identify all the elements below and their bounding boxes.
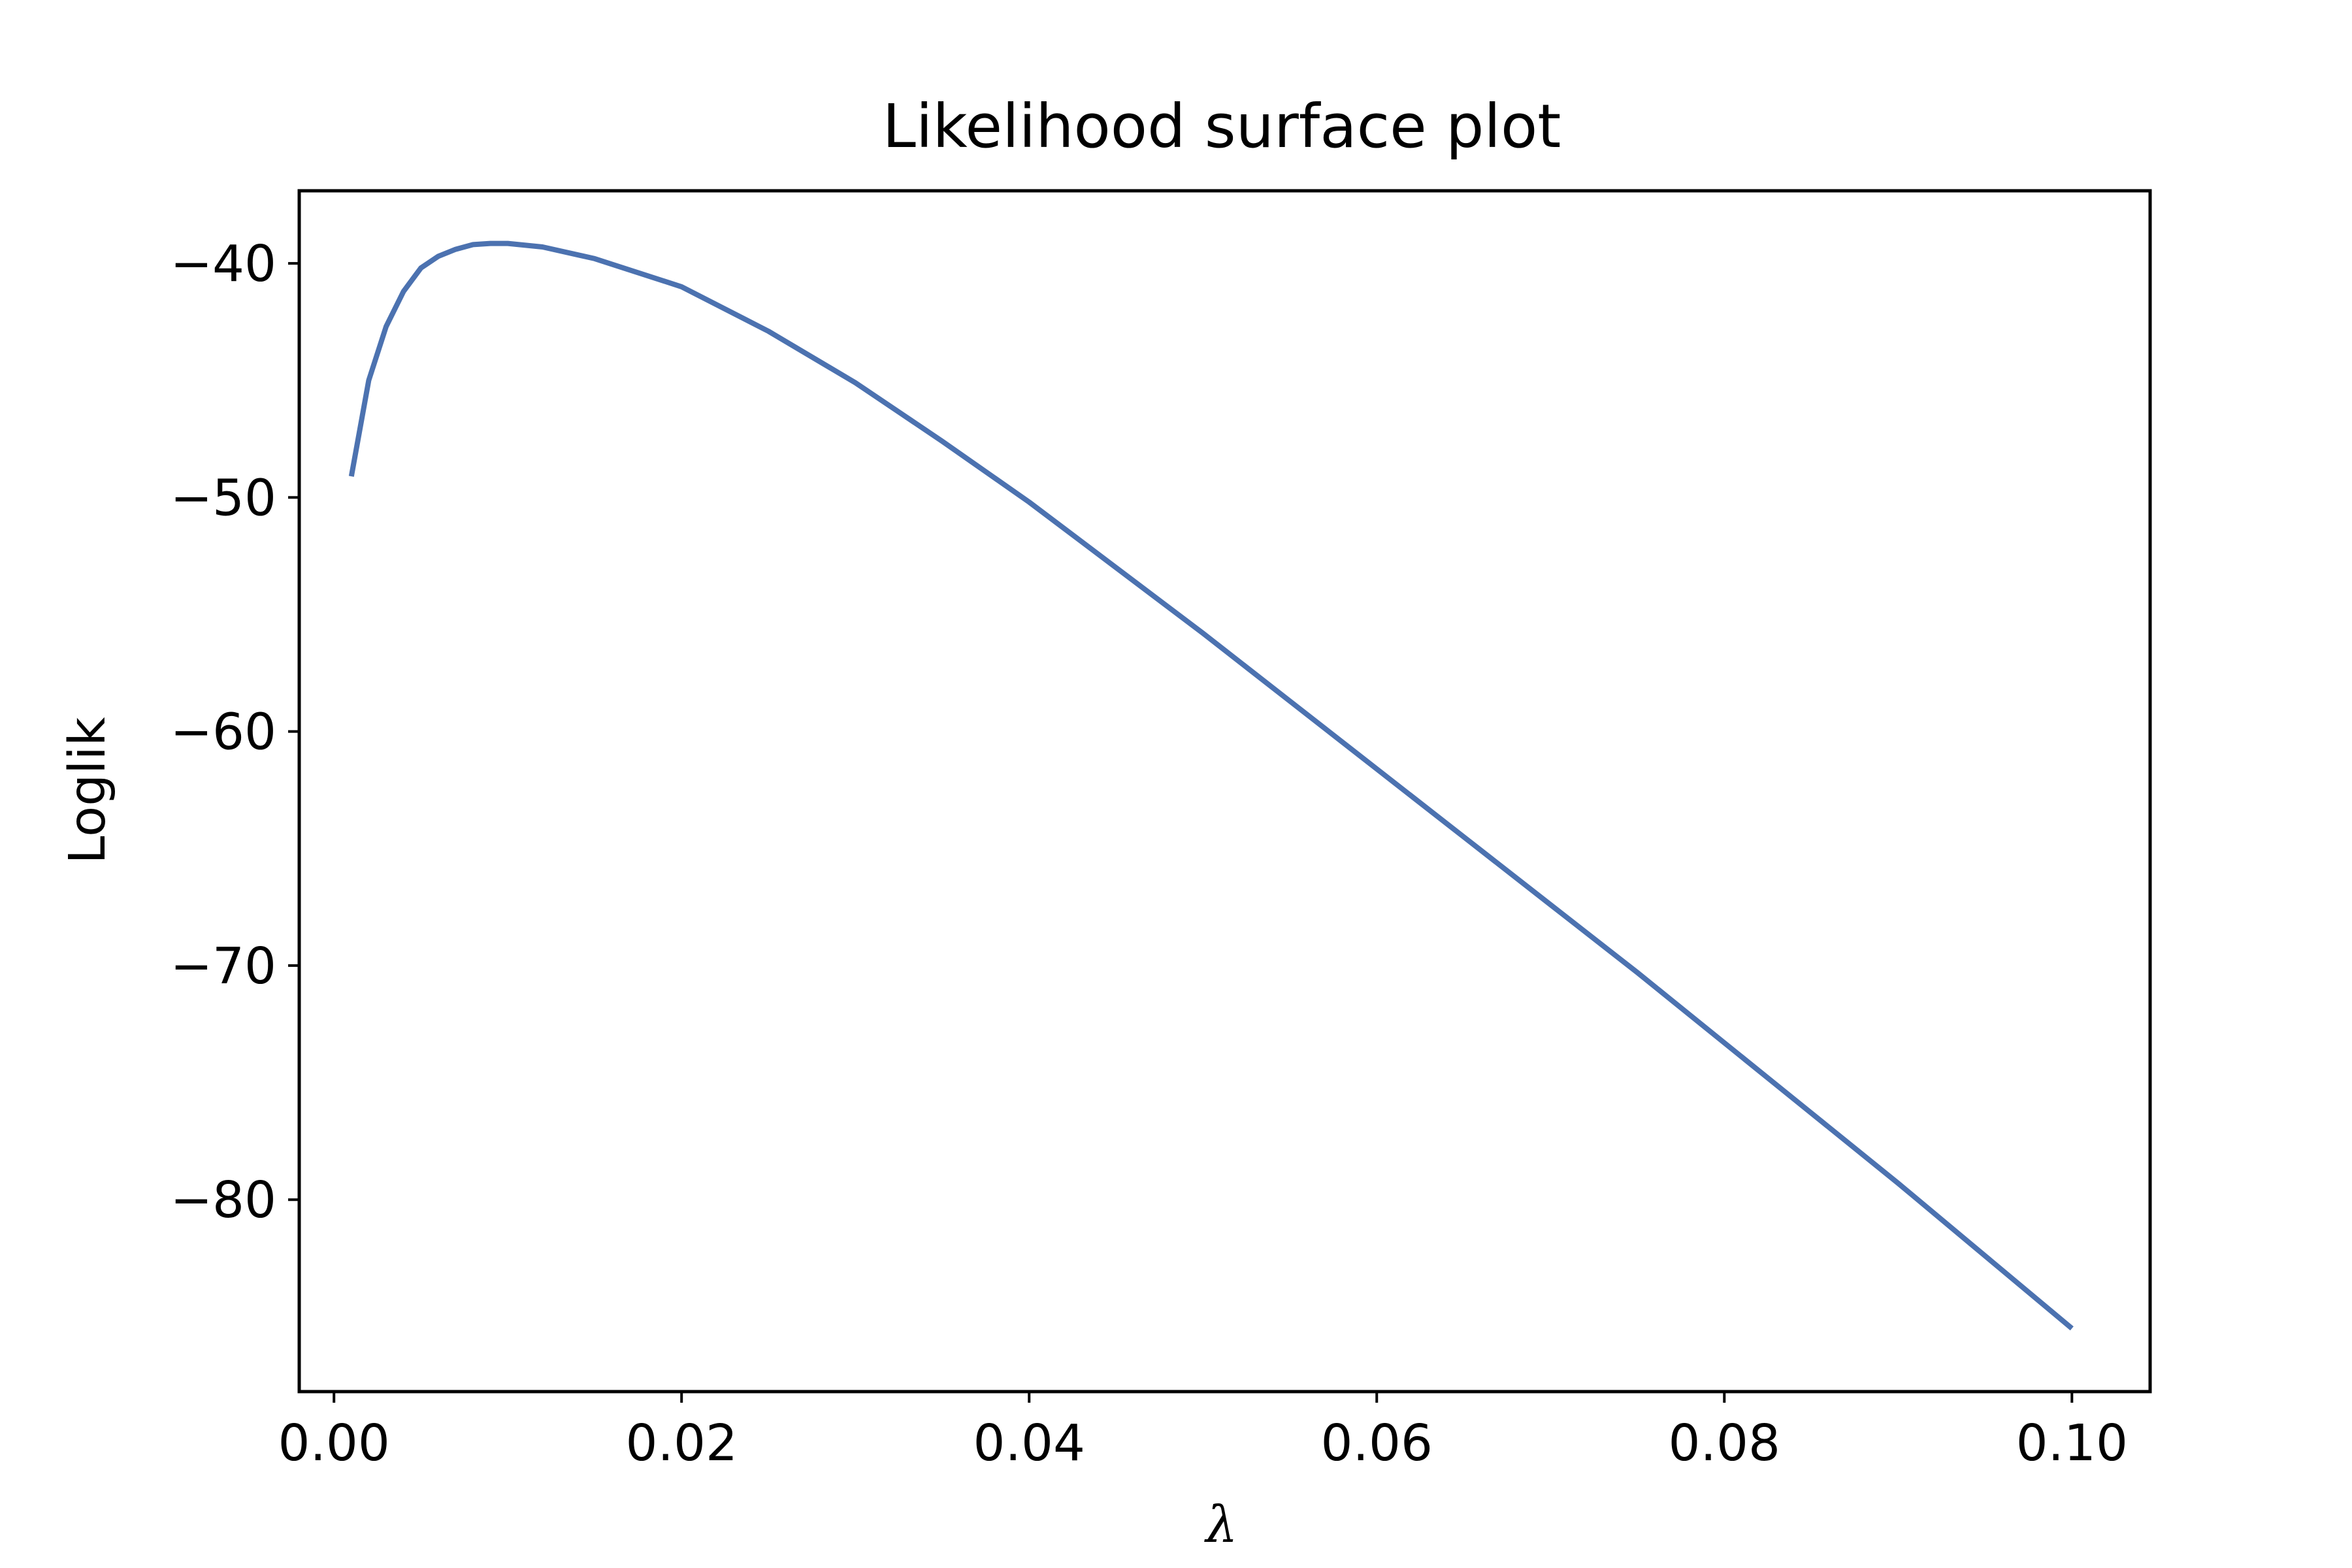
x-tick-label: 0.00 (278, 1414, 389, 1473)
x-tick-label: 0.02 (625, 1414, 737, 1473)
y-tick-label: −50 (171, 469, 277, 527)
y-tick-label: −80 (171, 1171, 277, 1230)
y-axis: −40 −50 −60 −70 −80 (171, 235, 299, 1230)
y-axis-label: Loglik (59, 717, 117, 864)
x-axis-label: λ (1204, 1496, 1238, 1554)
x-tick-label: 0.04 (973, 1414, 1085, 1473)
x-tick-label: 0.08 (1669, 1414, 1780, 1473)
y-tick-label: −70 (171, 938, 277, 996)
y-tick-label: −60 (171, 704, 277, 762)
x-tick-label: 0.10 (2016, 1414, 2128, 1473)
x-axis: 0.00 0.02 0.04 0.06 0.08 0.10 (278, 1392, 2128, 1473)
plot-area (348, 240, 2074, 1331)
axes-frame (297, 189, 2152, 1394)
series-line-0 (348, 240, 2074, 1331)
y-tick-label: −40 (171, 235, 277, 293)
chart-title: Likelihood surface plot (883, 91, 1561, 161)
x-tick-label: 0.06 (1321, 1414, 1433, 1473)
